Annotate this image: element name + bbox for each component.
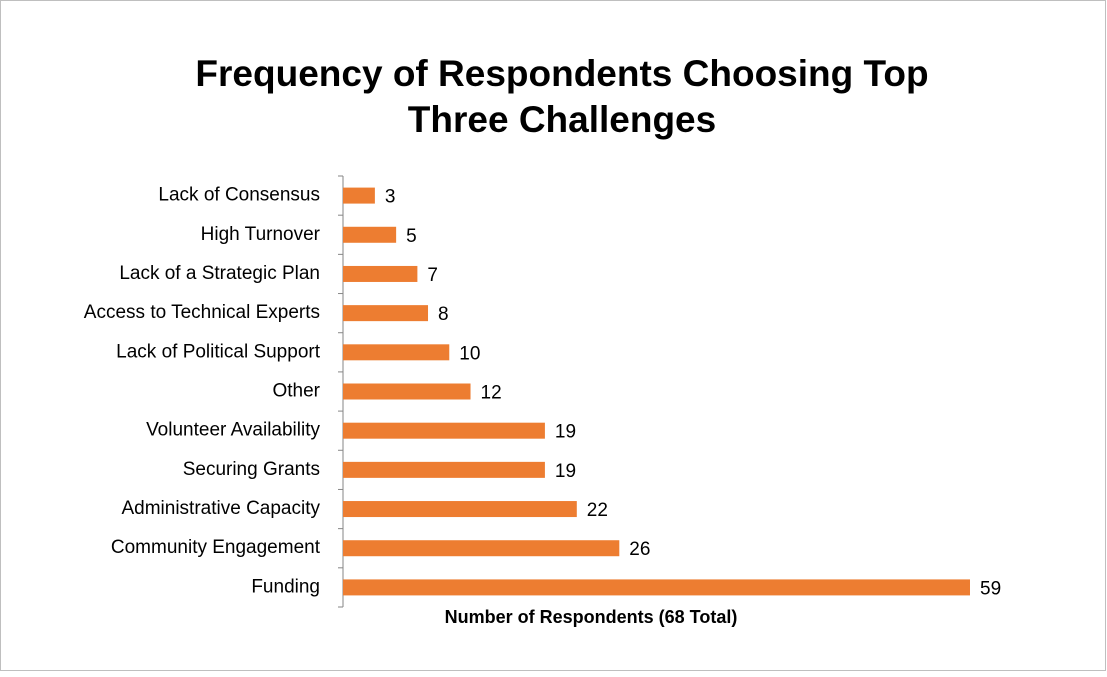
bar: [343, 226, 397, 243]
bar: [343, 383, 471, 400]
category-label: Access to Technical Experts: [84, 302, 320, 323]
category-label: Volunteer Availability: [146, 420, 320, 441]
data-label: 22: [587, 500, 608, 521]
data-label: 3: [385, 187, 396, 208]
bar: [343, 422, 545, 439]
category-label: Lack of Consensus: [158, 185, 320, 206]
data-label: 26: [629, 539, 650, 560]
data-label: 10: [459, 343, 480, 364]
bar: [343, 461, 545, 478]
chart-title: Three Challenges: [408, 99, 716, 140]
data-label: 19: [555, 422, 576, 443]
data-label: 8: [438, 304, 449, 325]
category-label: Other: [272, 381, 320, 402]
bar: [343, 187, 375, 204]
category-label: High Turnover: [201, 224, 321, 245]
category-label: Lack of a Strategic Plan: [119, 263, 320, 284]
bar: [343, 579, 970, 596]
category-label: Community Engagement: [111, 537, 321, 558]
chart-title: Frequency of Respondents Choosing Top: [195, 53, 928, 94]
bar: [343, 344, 450, 361]
data-label: 7: [427, 265, 438, 286]
data-label: 5: [406, 226, 417, 247]
bar: [343, 305, 429, 322]
category-label: Funding: [251, 576, 320, 597]
data-label: 59: [980, 578, 1001, 599]
bar: [343, 265, 418, 282]
category-label: Administrative Capacity: [121, 498, 320, 519]
category-label: Lack of Political Support: [116, 341, 321, 362]
data-label: 12: [481, 383, 502, 404]
bar: [343, 501, 577, 518]
category-label: Securing Grants: [183, 459, 320, 480]
bar: [343, 540, 620, 557]
x-axis-label: Number of Respondents (68 Total): [445, 607, 738, 627]
data-label: 19: [555, 461, 576, 482]
